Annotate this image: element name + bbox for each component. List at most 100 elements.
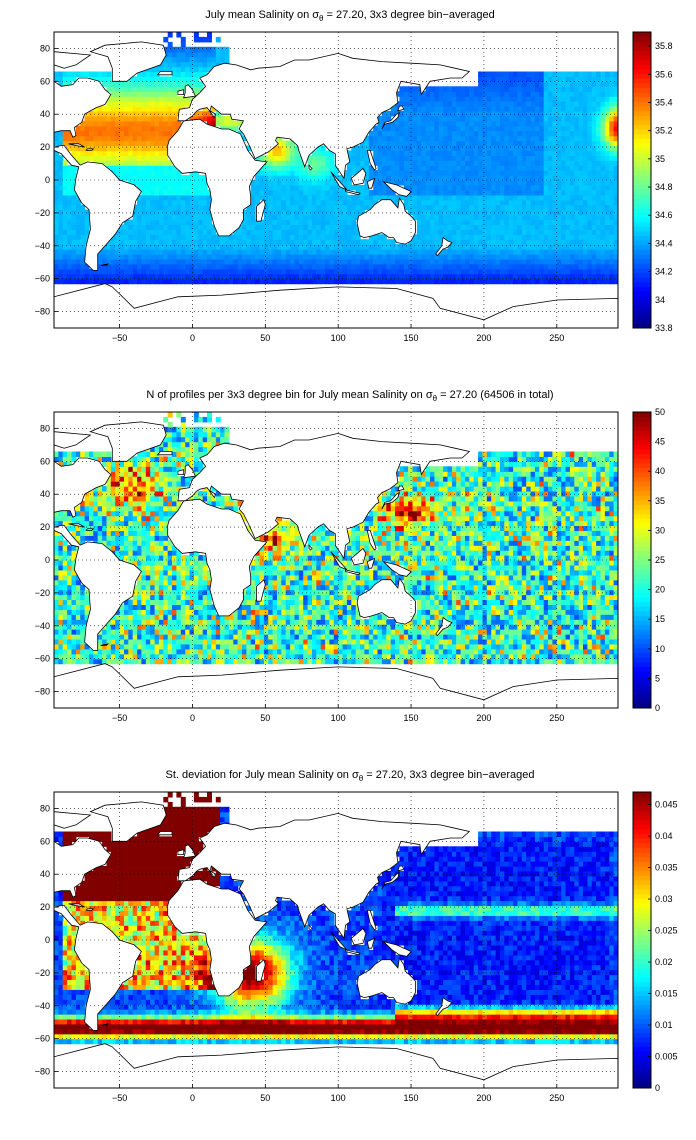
heatmap-cell xyxy=(491,263,497,270)
heatmap-cell xyxy=(298,268,304,275)
heatmap-cell xyxy=(561,273,567,280)
heatmap-cell xyxy=(425,96,431,102)
heatmap-cell xyxy=(517,160,523,166)
heatmap-cell xyxy=(508,184,514,191)
heatmap-cell xyxy=(443,155,449,161)
heatmap-cell xyxy=(338,254,344,260)
heatmap-cell xyxy=(416,184,422,191)
heatmap-cell xyxy=(351,155,357,161)
heatmap-cell xyxy=(364,204,370,211)
heatmap-cell xyxy=(207,199,212,206)
heatmap-cell xyxy=(215,46,221,53)
heatmap-cell xyxy=(285,278,291,285)
heatmap-cell xyxy=(587,180,593,186)
heatmap-cell xyxy=(539,263,545,270)
heatmap-cell xyxy=(416,155,422,161)
heatmap-cell xyxy=(548,214,553,221)
colorbar-segment xyxy=(633,101,651,107)
heatmap-cell xyxy=(154,71,160,78)
heatmap-cell xyxy=(180,229,186,235)
heatmap-cell xyxy=(482,219,488,226)
heatmap-cell xyxy=(207,229,212,235)
heatmap-cell xyxy=(491,160,497,166)
heatmap-cell xyxy=(565,120,571,127)
heatmap-cell xyxy=(425,150,431,156)
heatmap-cell xyxy=(329,268,335,275)
heatmap-cell xyxy=(290,244,296,250)
heatmap-cell xyxy=(281,194,287,201)
heatmap-cell xyxy=(342,263,348,270)
heatmap-cell xyxy=(395,273,400,280)
heatmap-cell xyxy=(609,125,615,132)
heatmap-cell xyxy=(268,273,274,280)
heatmap-cell xyxy=(460,263,466,270)
heatmap-cell xyxy=(456,110,462,117)
heatmap-cell xyxy=(172,244,177,250)
heatmap-cell xyxy=(110,249,116,255)
heatmap-cell xyxy=(434,86,440,92)
heatmap-cell xyxy=(198,184,204,191)
heatmap-cell xyxy=(202,180,208,186)
heatmap-cell xyxy=(495,170,501,176)
heatmap-cell xyxy=(465,180,470,186)
heatmap-cell xyxy=(543,150,549,156)
heatmap-cell xyxy=(438,125,444,132)
heatmap-cell xyxy=(163,106,169,112)
heatmap-cell xyxy=(482,258,488,265)
heatmap-cell xyxy=(124,219,129,226)
heatmap-cell xyxy=(526,209,532,216)
heatmap-cell xyxy=(58,224,64,230)
heatmap-cell xyxy=(574,165,580,171)
heatmap-cell xyxy=(364,165,370,171)
heatmap-cell xyxy=(106,76,112,82)
colorbar-tick-label: 34.6 xyxy=(655,210,673,220)
heatmap-cell xyxy=(465,135,470,142)
colorbar-segment xyxy=(633,166,651,172)
heatmap-cell xyxy=(552,175,558,181)
heatmap-cell xyxy=(202,234,208,240)
heatmap-cell xyxy=(124,120,129,127)
heatmap-cell xyxy=(93,76,99,82)
heatmap-cell xyxy=(408,273,414,280)
heatmap-cell xyxy=(185,51,191,58)
heatmap-cell xyxy=(97,648,103,655)
heatmap-cell xyxy=(364,145,370,152)
heatmap-cell xyxy=(233,120,239,127)
heatmap-cell xyxy=(185,204,191,211)
heatmap-cell xyxy=(574,249,580,255)
heatmap-cell xyxy=(569,96,575,102)
heatmap-cell xyxy=(150,96,156,102)
heatmap-cell xyxy=(185,71,191,78)
heatmap-cell xyxy=(513,224,519,230)
heatmap-cell xyxy=(71,254,77,260)
heatmap-cell xyxy=(574,140,580,147)
heatmap-cell xyxy=(578,96,584,102)
heatmap-cell xyxy=(556,110,562,117)
heatmap-cell xyxy=(115,229,121,235)
heatmap-cell xyxy=(438,106,444,112)
heatmap-cell xyxy=(242,135,247,142)
heatmap-cell xyxy=(583,115,588,122)
heatmap-cell xyxy=(333,219,339,226)
heatmap-cell xyxy=(430,101,435,107)
heatmap-cell xyxy=(403,653,409,660)
heatmap-cell xyxy=(329,155,335,161)
heatmap-cell xyxy=(62,71,68,78)
heatmap-cell xyxy=(150,81,156,87)
heatmap-cell xyxy=(360,199,365,206)
heatmap-cell xyxy=(456,658,462,665)
heatmap-cell xyxy=(338,229,344,235)
heatmap-cell xyxy=(298,165,304,171)
heatmap-cell xyxy=(163,278,169,285)
heatmap-cell xyxy=(145,239,151,245)
heatmap-cell xyxy=(526,155,532,161)
colorbar-segment xyxy=(633,314,651,320)
heatmap-cell xyxy=(434,234,440,240)
heatmap-cell xyxy=(591,86,597,92)
heatmap-cell xyxy=(609,658,615,665)
heatmap-cell xyxy=(530,194,536,201)
heatmap-cell xyxy=(158,229,164,235)
heatmap-cell xyxy=(478,214,484,221)
heatmap-cell xyxy=(508,106,514,112)
heatmap-cell xyxy=(517,263,523,270)
